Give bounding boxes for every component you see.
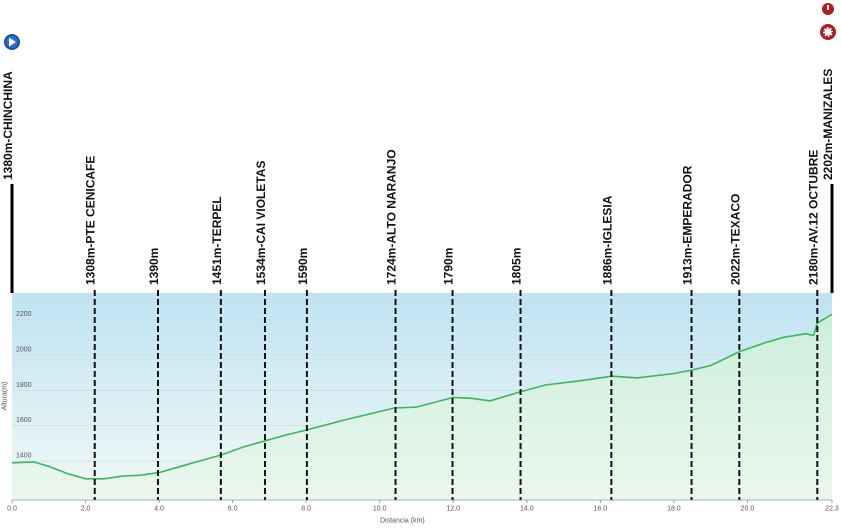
y-tick-label: 2000: [16, 346, 32, 353]
y-tick-label: 1800: [16, 382, 32, 389]
y-tick-label: 1400: [16, 453, 32, 460]
y-tick-label: 2200: [16, 311, 32, 318]
finish-icon: [820, 3, 836, 40]
x-tick-label: 12.0: [446, 506, 460, 513]
elevation-line: [11, 313, 833, 480]
start-icon: [4, 34, 20, 50]
marker-label: 1913m-EMPERADOR: [681, 165, 695, 285]
marker-label: 1534m-CAI VIOLETAS: [254, 161, 268, 285]
x-tick-label: 0.0: [7, 506, 17, 513]
marker-label: 1308m-PTE CENICAFE: [84, 156, 98, 285]
x-axis-label: Distancia (km): [380, 518, 425, 525]
marker-label: 1380m-CHINCHINA: [1, 71, 15, 180]
x-tick-label: 20.0: [741, 506, 755, 513]
marker-label: 1590m: [296, 248, 310, 285]
marker-label: 2022m-TEXACO: [728, 194, 742, 285]
marker-label: 1805m: [510, 248, 524, 285]
x-tick-label: 6.0: [228, 506, 238, 513]
marker-label: 1390m: [147, 248, 161, 285]
y-tick-label: 1600: [16, 417, 32, 424]
x-tick-label: 8.0: [301, 506, 311, 513]
marker-label: 1451m-TERPEL: [210, 196, 224, 285]
x-tick-label: 22.3: [825, 506, 839, 513]
x-tick-label: 16.0: [594, 506, 608, 513]
x-tick-label: 18.0: [667, 506, 681, 513]
marker-label: 1724m-ALTO NARANJO: [385, 149, 399, 285]
marker-label: 1886m-IGLESIA: [600, 195, 614, 285]
marker-label: 1790m: [442, 248, 456, 285]
x-tick-label: 2.0: [81, 506, 91, 513]
x-tick-label: 4.0: [154, 506, 164, 513]
x-tick-label: 14.0: [520, 506, 534, 513]
x-tick-label: 10.0: [373, 506, 387, 513]
marker-label: 2180m-AV.12 OCTUBRE: [806, 150, 820, 285]
marker-label: 2202m-MANIZALES: [821, 69, 835, 180]
elevation-area: [12, 314, 832, 500]
y-axis-label: Altura(m): [2, 382, 9, 411]
